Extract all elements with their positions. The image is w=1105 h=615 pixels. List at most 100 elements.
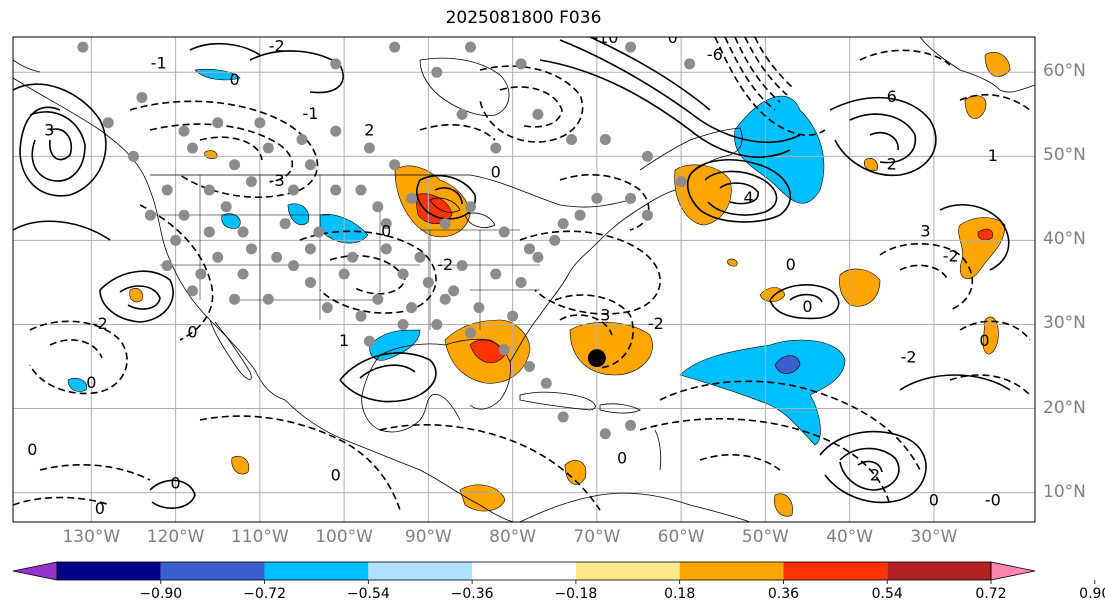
station-dot xyxy=(170,234,182,246)
station-dot xyxy=(296,134,308,146)
station-dot xyxy=(313,226,325,238)
station-dot xyxy=(532,108,544,120)
coastline xyxy=(464,212,496,228)
colorbar-tick-label: 0.72 xyxy=(975,586,1007,602)
station-dot xyxy=(625,419,637,431)
positive-contour xyxy=(539,59,791,158)
coastline xyxy=(429,197,461,213)
positive-contour xyxy=(686,159,792,223)
colorbar-tick-label: −0.72 xyxy=(243,586,286,602)
station-dot xyxy=(675,176,687,188)
anomaly-patch xyxy=(231,455,250,475)
negative-contour xyxy=(899,264,949,281)
coastlines xyxy=(13,37,1035,522)
negative-contour xyxy=(499,86,563,128)
anomaly-patch xyxy=(734,95,825,204)
negative-contour xyxy=(744,37,788,96)
colorbar-segment xyxy=(472,562,576,580)
negative-contour xyxy=(419,124,496,141)
positive-contour xyxy=(819,430,927,504)
longitude-label: 120°W xyxy=(146,527,205,547)
anomaly-patch xyxy=(982,316,999,355)
station-dot xyxy=(245,176,257,188)
positive-contour xyxy=(839,447,900,491)
anomaly-patch xyxy=(569,321,653,376)
contour-label: -2 xyxy=(437,255,453,274)
contour-label: -10 xyxy=(592,28,618,47)
station-dot xyxy=(464,201,476,213)
anomaly-patch xyxy=(204,150,218,159)
coastline xyxy=(419,57,510,117)
contour-label: -2 xyxy=(648,314,664,333)
station-dot xyxy=(102,117,114,129)
station-dot xyxy=(262,293,274,305)
positive-contour xyxy=(939,204,1010,271)
station-dot xyxy=(136,92,148,104)
station-dot xyxy=(372,201,384,213)
station-dot xyxy=(279,218,291,230)
station-dot xyxy=(406,192,418,204)
colorbar-tick-label: 0.54 xyxy=(871,586,903,602)
colorbar-tick-label: 0.18 xyxy=(664,586,696,602)
station-dot xyxy=(229,159,241,171)
station-dot xyxy=(389,159,401,171)
positive-contour xyxy=(13,83,107,197)
station-dot xyxy=(77,41,89,53)
station-dot xyxy=(456,260,468,272)
coastline xyxy=(284,399,516,522)
colorbar-segment xyxy=(783,562,888,580)
colorbar-segment xyxy=(160,562,265,580)
longitude-label: 40°W xyxy=(826,527,874,547)
station-dot xyxy=(422,276,434,288)
negative-contour xyxy=(554,294,634,369)
station-dot xyxy=(498,344,510,356)
station-dot xyxy=(641,150,653,162)
negative-contour xyxy=(299,230,437,314)
negative-contour xyxy=(714,37,826,136)
anomaly-patch xyxy=(839,268,881,307)
latitude-label: 60°N xyxy=(1043,61,1086,82)
graticule xyxy=(13,37,1035,522)
latitude-label: 10°N xyxy=(1043,481,1086,502)
anomaly-patch xyxy=(958,217,1006,279)
positive-contour xyxy=(769,284,840,320)
negative-contour xyxy=(724,37,776,111)
station-dot xyxy=(237,226,249,238)
negative-contour xyxy=(754,37,794,89)
positive-contour xyxy=(149,479,196,509)
anomaly-patch xyxy=(774,355,801,374)
station-dot xyxy=(212,117,224,129)
contour-label: 0 xyxy=(381,222,391,241)
anomaly-patch xyxy=(67,378,88,392)
station-dot xyxy=(523,243,535,255)
station-dot xyxy=(178,209,190,221)
station-dot xyxy=(161,184,173,196)
colorbar-segment xyxy=(57,562,161,580)
station-dot xyxy=(304,159,316,171)
station-dot xyxy=(321,302,333,314)
map-title: 2025081800 F036 xyxy=(445,8,602,28)
station-dot xyxy=(304,243,316,255)
contour-lines xyxy=(13,37,1031,511)
station-dot xyxy=(347,251,359,263)
station-dot xyxy=(557,218,569,230)
anomaly-patch xyxy=(221,213,241,229)
positive-contour xyxy=(899,374,1011,391)
station-dot xyxy=(355,310,367,322)
station-dot xyxy=(406,302,418,314)
contour-label: -3 xyxy=(269,171,285,190)
colorbar-segment xyxy=(575,562,680,580)
negative-contour xyxy=(699,454,781,471)
station-dot xyxy=(212,251,224,263)
contour-label: 0 xyxy=(802,297,812,316)
contour-label: 1 xyxy=(339,331,349,350)
station-dot xyxy=(288,184,300,196)
colorbar-tick-label: 0.36 xyxy=(767,586,800,602)
contour-label: 3 xyxy=(44,121,54,140)
station-dot xyxy=(245,243,257,255)
negative-contour xyxy=(659,380,921,471)
coastline xyxy=(13,59,41,73)
positive-contour xyxy=(434,187,463,205)
negative-contour xyxy=(879,242,974,311)
